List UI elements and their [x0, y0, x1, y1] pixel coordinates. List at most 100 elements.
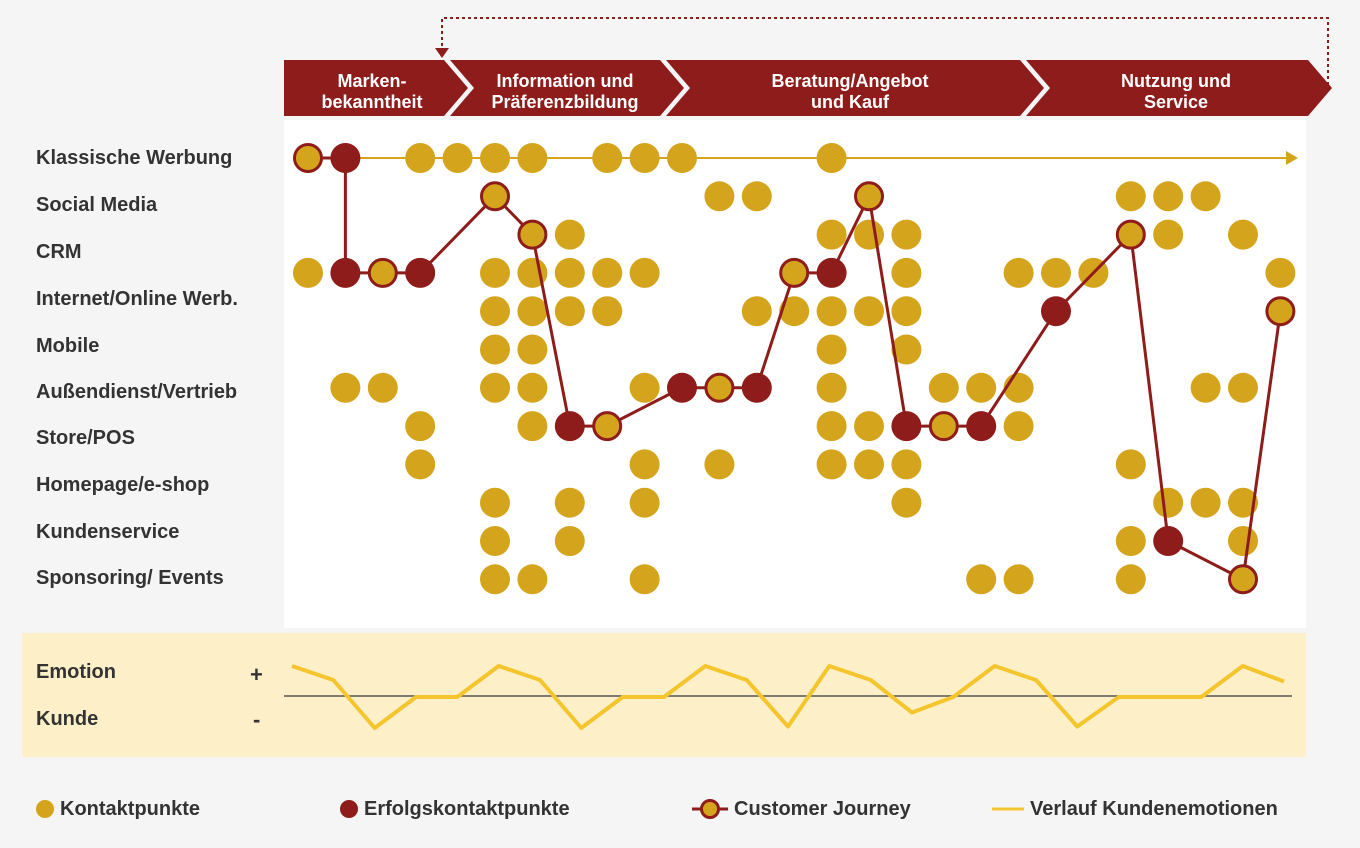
contact-point: [1153, 219, 1184, 250]
phase-arrow-2: [666, 60, 1044, 116]
contact-point: [816, 334, 847, 365]
success-contact-point: [330, 257, 361, 288]
contact-point: [517, 143, 548, 173]
journey-node: [480, 181, 510, 212]
contact-point: [854, 296, 884, 327]
contact-point: [854, 219, 884, 250]
channel-label-sponsoring-events: Sponsoring/ Events: [36, 567, 224, 589]
contact-point: [1153, 181, 1184, 212]
contact-point: [629, 487, 660, 518]
contact-point: [480, 296, 510, 327]
contact-point: [554, 487, 585, 518]
journey-node: [1265, 296, 1296, 327]
contact-point: [704, 449, 735, 480]
contact-point: [1190, 487, 1221, 518]
journey-node: [1115, 219, 1146, 250]
channel-label-customer-service: Kundenservice: [36, 521, 180, 543]
contact-point: [629, 143, 660, 173]
contact-point: [629, 372, 660, 403]
phase-arrow-3: [1026, 60, 1332, 116]
success-contact-point: [405, 257, 436, 288]
contact-point: [816, 296, 847, 327]
contact-point: [480, 564, 510, 595]
contact-point: [1228, 372, 1258, 403]
journey-node-icon: [692, 799, 728, 819]
customer-journey: [293, 143, 1296, 595]
contact-point: [1228, 487, 1258, 518]
contact-point: [554, 219, 585, 250]
customer-label: Kunde: [36, 708, 99, 730]
contact-point: [517, 411, 548, 442]
contact-point: [330, 372, 361, 403]
contact-point: [554, 257, 585, 288]
contact-point: [1003, 372, 1034, 403]
darkred-dot-icon: [340, 800, 358, 818]
emotion-label: Emotion: [36, 661, 116, 683]
matrix-panel: [284, 120, 1306, 628]
contact-point: [816, 219, 847, 250]
success-contact-point: [741, 372, 772, 403]
success-contact-point: [966, 411, 997, 442]
contact-point: [854, 411, 884, 442]
contact-point: [1190, 372, 1221, 403]
phase-label-purchase: Beratung/Angebot und Kauf: [771, 71, 929, 112]
channel-label-homepage-eshop: Homepage/e-shop: [36, 474, 210, 496]
legend-contact-points: Kontaktpunkte: [36, 796, 200, 822]
contact-point: [741, 181, 772, 212]
contact-point: [854, 449, 884, 480]
contact-point: [966, 372, 997, 403]
contact-point: [405, 449, 436, 480]
success-contact-point: [554, 411, 585, 442]
contact-point: [1115, 181, 1146, 212]
contact-point: [592, 257, 623, 288]
channel-label-classic-advertising: Klassische Werbung: [36, 147, 233, 169]
contact-point: [293, 257, 323, 288]
contact-point: [779, 296, 810, 327]
contact-point: [629, 449, 660, 480]
contact-point: [480, 526, 510, 556]
contact-point: [1115, 526, 1146, 556]
contact-point: [480, 372, 510, 403]
contact-point: [480, 143, 510, 173]
contact-point: [1228, 526, 1258, 556]
contact-point: [517, 334, 548, 365]
success-contact-point: [667, 372, 697, 403]
phase-arrow-0: [284, 60, 468, 116]
contact-point: [1228, 219, 1258, 250]
contact-point: [816, 411, 847, 442]
contact-point: [704, 181, 735, 212]
emotion-curve: [291, 664, 1285, 730]
channel-label-social-media: Social Media: [36, 194, 158, 216]
phase-arrow-1: [450, 60, 684, 116]
journey-node: [592, 411, 623, 442]
contact-point: [554, 296, 585, 327]
success-contact-point: [1153, 526, 1184, 556]
contact-point: [405, 143, 436, 173]
contact-point: [1153, 487, 1184, 518]
contact-point: [1003, 411, 1034, 442]
contact-point: [816, 372, 847, 403]
contact-point: [1003, 257, 1034, 288]
journey-node: [293, 143, 323, 173]
contact-point: [891, 487, 922, 518]
journey-node: [704, 372, 735, 403]
legend-customer-journey: Customer Journey: [692, 796, 911, 822]
contact-point: [891, 296, 922, 327]
journey-node: [854, 181, 884, 212]
contact-point: [405, 411, 436, 442]
contact-point: [816, 143, 847, 173]
contact-point: [891, 257, 922, 288]
journey-node: [928, 411, 959, 442]
channel-label-store-pos: Store/POS: [36, 427, 135, 449]
contact-point: [629, 564, 660, 595]
phase-label-information: Information und Präferenzbildung: [491, 71, 639, 112]
success-contact-point: [1041, 296, 1071, 327]
contact-point: [1115, 564, 1146, 595]
contact-point: [592, 296, 623, 327]
channel-label-mobile: Mobile: [36, 335, 100, 357]
contact-point: [1115, 449, 1146, 480]
contact-point: [891, 334, 922, 365]
success-contact-point: [891, 411, 922, 442]
journey-node: [1228, 564, 1258, 595]
